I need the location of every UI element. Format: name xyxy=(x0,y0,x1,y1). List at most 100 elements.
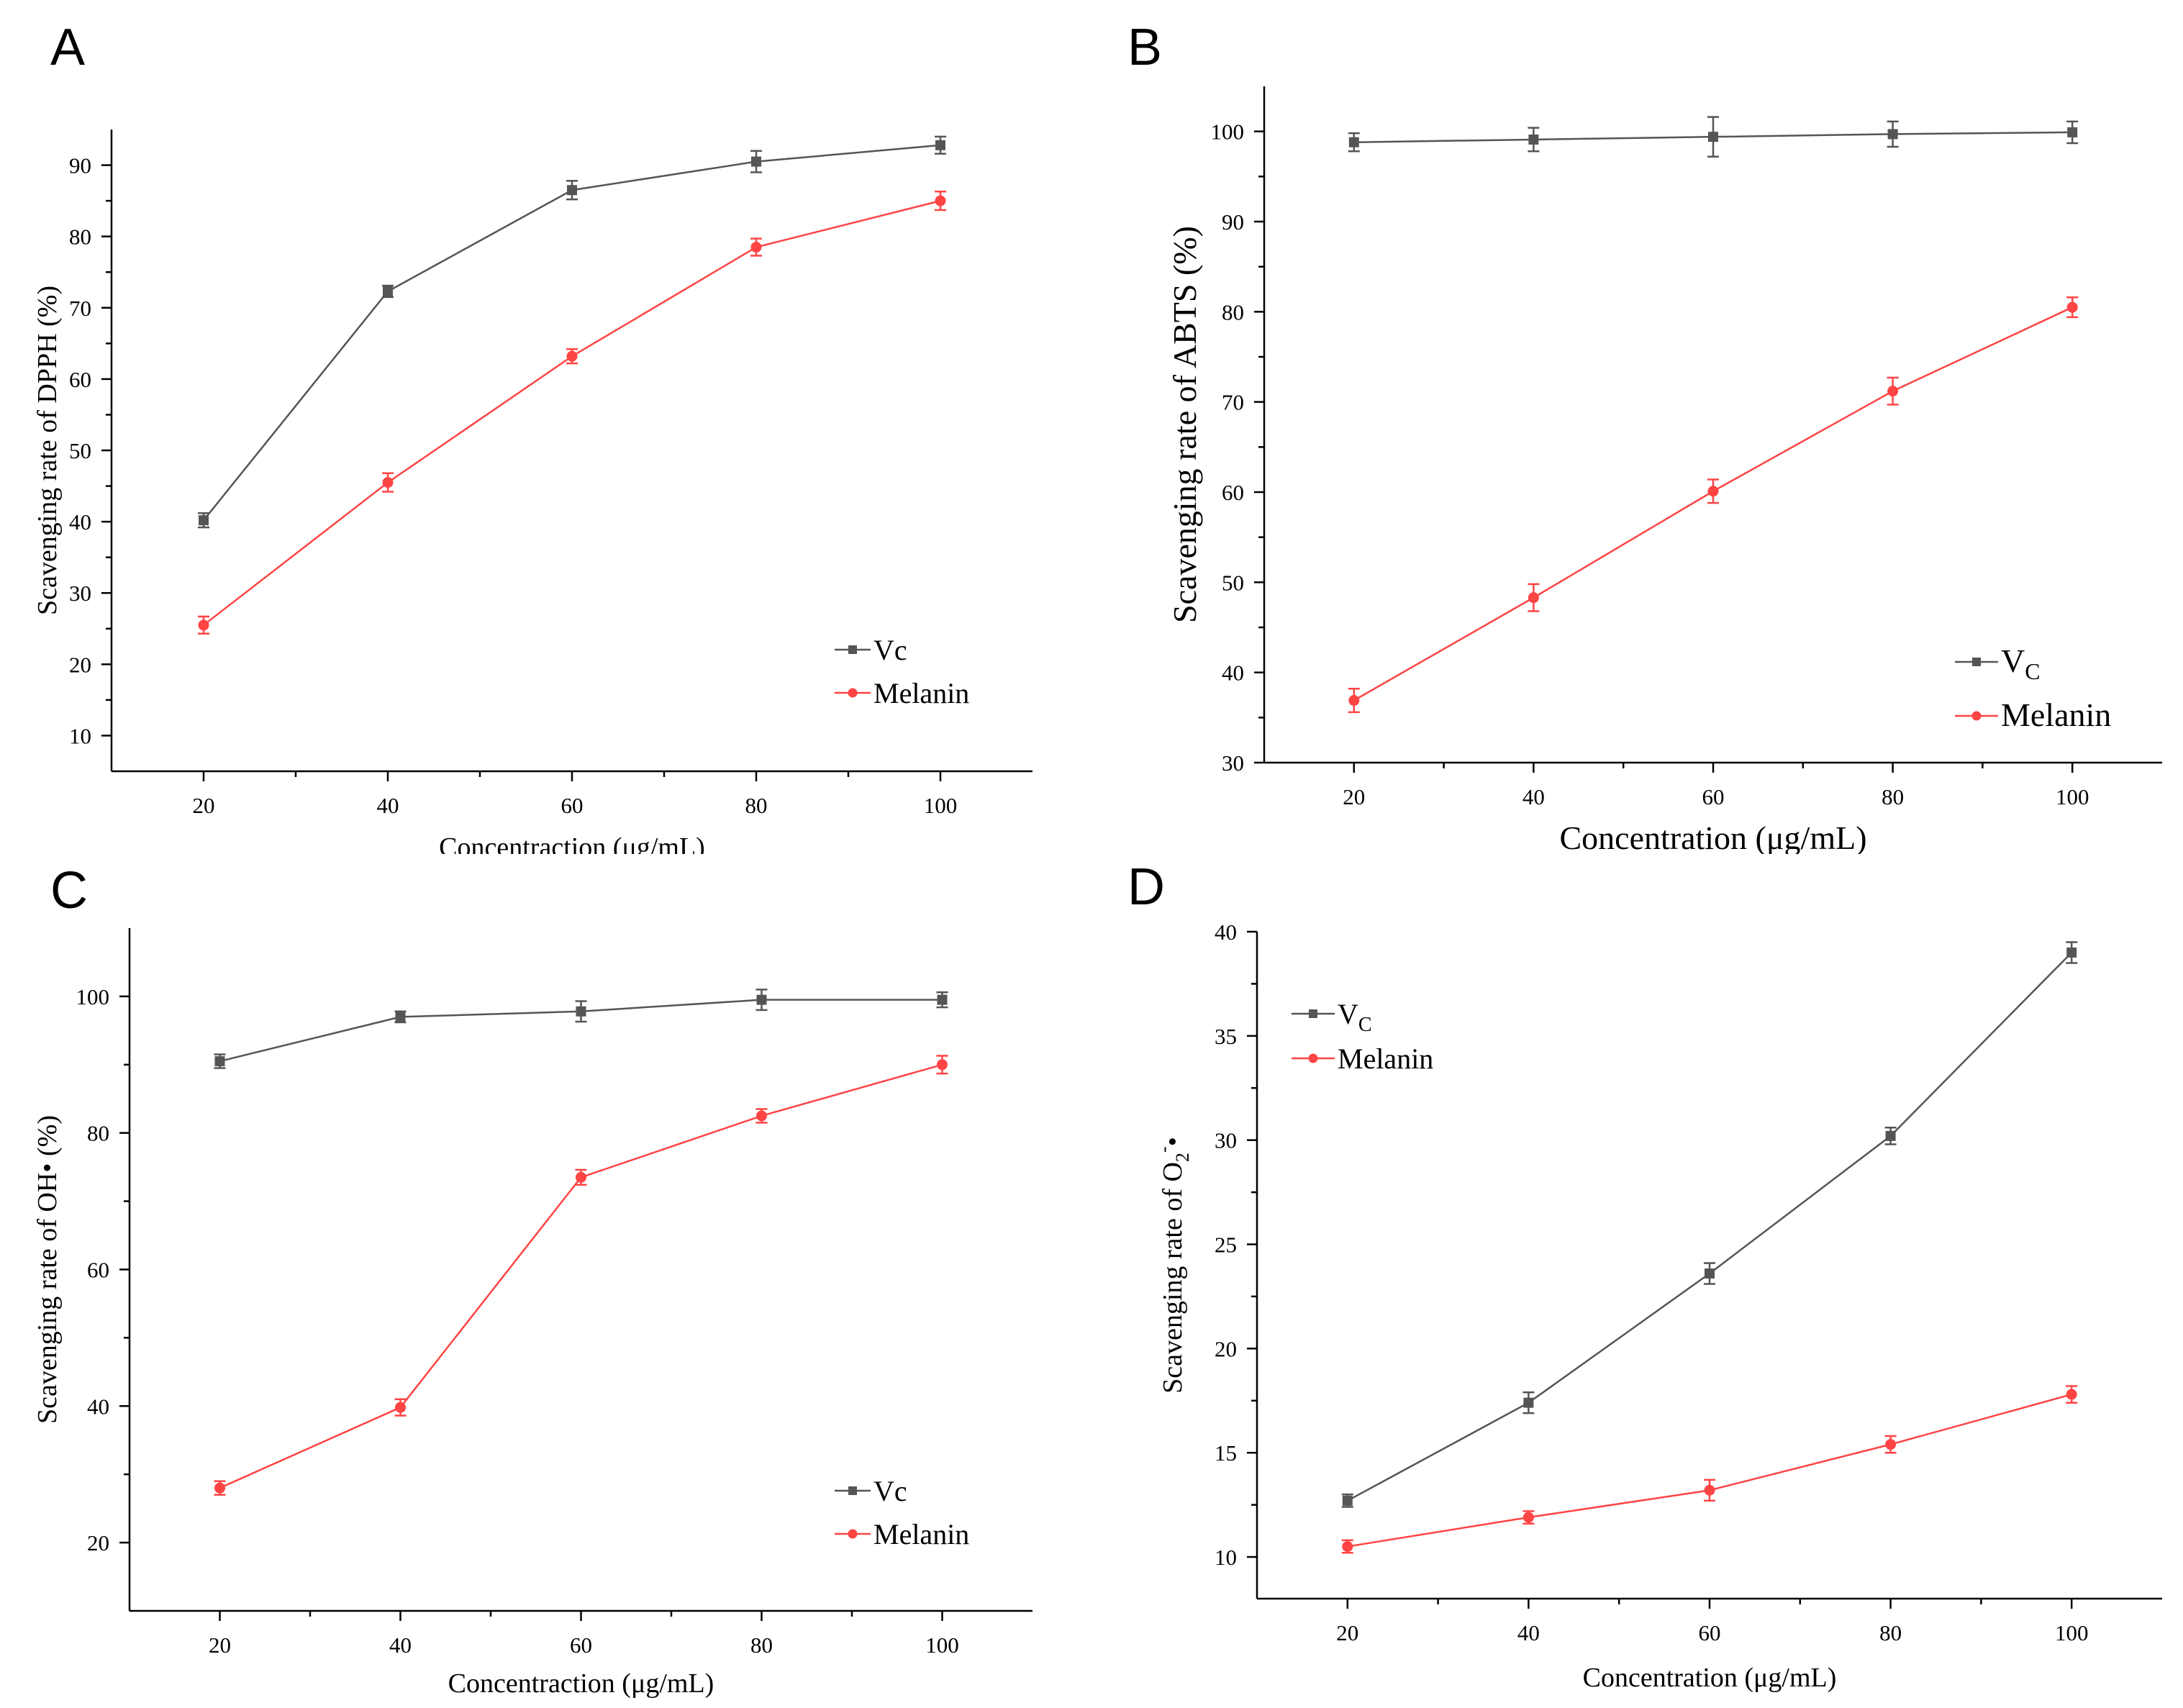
x-tick-label-b: 80 xyxy=(1882,784,1904,809)
y-tick-label-d: 25 xyxy=(1215,1232,1237,1258)
x-tick-label-a: 20 xyxy=(193,793,215,818)
y-tick-label-a: 70 xyxy=(69,296,91,321)
x-tick-label-c: 40 xyxy=(389,1632,412,1658)
x-tick-label-b: 20 xyxy=(1343,784,1365,809)
legend-marker-vc-c xyxy=(848,1486,857,1495)
legend-marker-melanin-d xyxy=(1308,1053,1318,1063)
chart-a-svg: A 20 40 60 80 100 10 20 30 40 50 60 70 80 90 Concentrac… xyxy=(32,19,1032,854)
legend-label-melanin-a: Melanin xyxy=(873,677,969,709)
chart-panel-d: D 20 40 60 80 100 10 15 20 25 30 35 40 Concentration … xyxy=(1092,854,2183,1708)
legend-label-vc-c: Vc xyxy=(873,1475,907,1507)
data-point-vc-a xyxy=(383,286,393,296)
x-axis-title-c: Concentraction (μg/mL) xyxy=(448,1668,714,1699)
x-axis-title-d: Concentration (μg/mL) xyxy=(1583,1663,1837,1693)
y-tick-label-a: 20 xyxy=(69,652,91,677)
data-point-vc-c xyxy=(756,994,767,1005)
data-point-melanin-a xyxy=(566,350,578,362)
data-point-vc-c xyxy=(214,1056,225,1067)
data-point-vc-b xyxy=(1528,134,1539,145)
y-tick-label-b: 100 xyxy=(1211,119,1245,145)
data-point-melanin-c xyxy=(214,1482,225,1494)
chart-panel-a: A 20 40 60 80 100 10 20 30 40 50 60 70 80 90 Concentrac… xyxy=(0,0,1092,854)
legend-marker-vc-b xyxy=(1972,658,1981,666)
data-point-vc-c xyxy=(395,1012,406,1022)
data-point-vc-a xyxy=(199,515,209,526)
data-point-vc-b xyxy=(1348,137,1359,147)
x-tick-label-b: 100 xyxy=(2056,784,2089,809)
data-point-melanin-c xyxy=(937,1059,948,1071)
chart-panel-c: C 20 40 60 80 100 20 40 60 80 100 Concentraction (μ… xyxy=(0,854,1092,1708)
data-point-vc-a xyxy=(567,185,577,196)
series-line-melanin-d xyxy=(1347,1393,2072,1548)
legend-marker-vc-a xyxy=(848,645,857,654)
panel-label-d: D xyxy=(1127,858,1165,916)
data-point-vc-d xyxy=(1523,1397,1534,1408)
legend-label-melanin-b: Melanin xyxy=(2001,696,2111,733)
data-point-melanin-c xyxy=(576,1171,586,1183)
data-point-melanin-d xyxy=(1704,1484,1715,1496)
y-tick-label-d: 10 xyxy=(1215,1545,1237,1570)
data-point-vc-a xyxy=(751,156,761,167)
x-tick-label-d: 60 xyxy=(1699,1620,1721,1645)
series-line-vc-d xyxy=(1347,952,2073,1502)
y-tick-label-b: 90 xyxy=(1222,209,1244,235)
legend-label-vc-d: VC xyxy=(1338,998,1372,1036)
y-tick-label-b: 60 xyxy=(1222,480,1244,505)
data-point-vc-c xyxy=(576,1006,586,1017)
chart-b-svg: B 20 40 60 80 100 30 40 50 60 70 80 90 100 Concentrati… xyxy=(1127,19,2162,854)
legend-marker-melanin-b xyxy=(1971,711,1982,721)
data-point-vc-a xyxy=(935,140,945,150)
chart-panel-b: B 20 40 60 80 100 30 40 50 60 70 80 90 100 Concentrati… xyxy=(1092,0,2183,854)
data-point-vc-d xyxy=(1342,1495,1353,1506)
y-tick-label-d: 40 xyxy=(1215,919,1237,945)
y-tick-label-a: 40 xyxy=(69,509,91,535)
data-point-melanin-b xyxy=(1887,386,1899,397)
y-tick-label-c: 20 xyxy=(87,1530,109,1555)
x-tick-label-c: 20 xyxy=(209,1632,231,1658)
y-tick-label-d: 35 xyxy=(1215,1024,1237,1049)
data-point-melanin-d xyxy=(2066,1389,2077,1400)
y-tick-label-c: 100 xyxy=(76,984,110,1009)
y-tick-label-b: 80 xyxy=(1222,299,1244,324)
series-line-vc-a xyxy=(203,144,941,521)
data-point-vc-b xyxy=(1887,129,1898,140)
series-line-melanin-c xyxy=(219,1063,943,1489)
legend-label-melanin-c: Melanin xyxy=(873,1518,969,1550)
y-axis-title-c: Scavenging rate of OH• (%) xyxy=(32,1115,63,1424)
y-tick-label-a: 30 xyxy=(69,581,91,606)
y-tick-label-c: 80 xyxy=(87,1121,109,1146)
data-point-melanin-a xyxy=(750,242,762,253)
y-tick-label-b: 50 xyxy=(1222,570,1244,595)
y-tick-label-c: 40 xyxy=(87,1394,109,1419)
x-tick-label-c: 100 xyxy=(925,1632,959,1658)
x-tick-label-b: 40 xyxy=(1522,784,1545,809)
data-point-melanin-d xyxy=(1885,1439,1897,1450)
x-tick-label-a: 40 xyxy=(377,793,399,818)
y-tick-label-d: 30 xyxy=(1215,1128,1237,1153)
x-tick-label-b: 60 xyxy=(1702,784,1725,809)
y-tick-label-c: 60 xyxy=(87,1258,109,1283)
y-tick-label-d: 15 xyxy=(1215,1440,1237,1466)
legend-label-vc-b: VC xyxy=(2001,642,2041,684)
panel-label-a: A xyxy=(50,19,85,76)
chart-d-svg: D 20 40 60 80 100 10 15 20 25 30 35 40 Concentration … xyxy=(1127,858,2162,1693)
y-axis-title-a: Scavenging rate of DPPH (%) xyxy=(32,286,63,615)
x-tick-label-a: 80 xyxy=(745,793,768,818)
data-point-melanin-b xyxy=(1528,592,1539,604)
x-tick-label-a: 60 xyxy=(561,793,584,818)
data-point-melanin-b xyxy=(2066,301,2078,313)
y-tick-label-b: 70 xyxy=(1222,390,1244,415)
data-point-vc-d xyxy=(1885,1130,1896,1141)
legend-label-melanin-d: Melanin xyxy=(1338,1042,1433,1075)
y-tick-label-a: 80 xyxy=(69,224,91,250)
y-axis-title-b: Scavenging rate of ABTS (%) xyxy=(1166,226,1203,623)
y-tick-label-a: 90 xyxy=(69,153,91,178)
x-tick-label-d: 100 xyxy=(2055,1620,2089,1645)
data-point-vc-d xyxy=(2066,947,2077,958)
y-tick-label-b: 40 xyxy=(1222,660,1244,686)
x-tick-label-d: 40 xyxy=(1517,1620,1540,1645)
x-axis-title-a: Concentraction (μg/mL) xyxy=(439,832,705,854)
data-point-melanin-d xyxy=(1522,1512,1534,1523)
data-point-melanin-a xyxy=(198,619,209,631)
x-tick-label-c: 60 xyxy=(570,1632,592,1658)
